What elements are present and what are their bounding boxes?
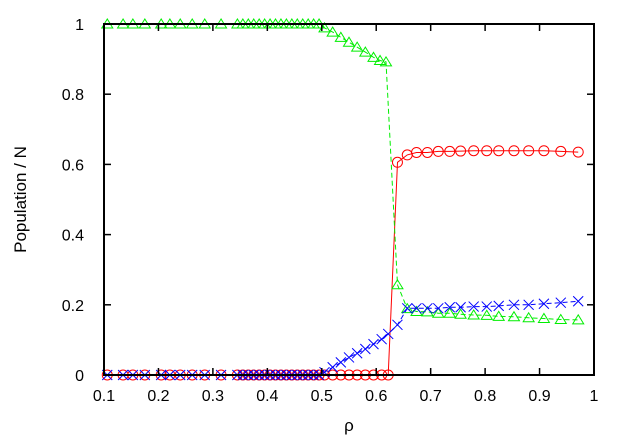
data-point: [508, 299, 520, 311]
x-tick-label: 0.2: [147, 388, 169, 405]
data-point: [537, 312, 551, 323]
x-tick-label: 0.4: [256, 388, 278, 405]
data-point: [522, 311, 536, 323]
y-tick-label: 0.8: [62, 87, 84, 104]
data-point: [538, 145, 550, 157]
data-point: [350, 41, 364, 52]
series-line: [107, 23, 579, 321]
data-point: [401, 302, 413, 314]
x-tick-label: 0.5: [311, 388, 333, 405]
data-point: [493, 300, 505, 312]
data-point: [379, 55, 393, 67]
y-tick-label: 1: [75, 17, 84, 34]
plot-frame: [103, 23, 595, 376]
x-tick-label: 0.8: [474, 388, 496, 405]
x-tick-label: 0.6: [365, 388, 387, 405]
data-point: [572, 146, 584, 158]
data-point: [571, 313, 585, 325]
y-tick-label: 0.2: [62, 298, 84, 315]
data-point: [481, 301, 493, 312]
data-point: [358, 46, 372, 57]
x-axis-label: ρ: [344, 416, 354, 435]
x-tick-label: 1: [590, 388, 599, 405]
data-point: [492, 310, 506, 321]
data-point: [468, 145, 480, 157]
series-2: [101, 295, 584, 381]
data-point: [432, 145, 444, 157]
data-point: [391, 156, 403, 168]
data-point: [493, 145, 505, 157]
data-point: [444, 145, 456, 157]
x-tick-label: 0.9: [528, 388, 550, 405]
data-point: [431, 307, 445, 318]
series-0: [101, 145, 584, 381]
data-point: [351, 347, 363, 359]
data-point: [376, 333, 388, 345]
data-point: [480, 309, 494, 320]
data-point: [523, 299, 535, 311]
data-point: [411, 146, 423, 158]
data-point: [392, 319, 403, 331]
data-point: [334, 31, 348, 42]
data-point: [481, 145, 493, 157]
data-point: [455, 301, 466, 313]
data-point: [359, 343, 371, 355]
y-tick-label: 0: [75, 368, 84, 385]
data-point: [422, 302, 433, 314]
data-point: [467, 309, 481, 320]
data-point: [432, 302, 444, 314]
y-tick-label: 0.6: [62, 157, 84, 174]
data-point: [327, 361, 339, 373]
data-point: [538, 298, 550, 310]
y-axis-label: Population / N: [11, 146, 30, 253]
data-point: [335, 357, 347, 368]
data-point: [555, 297, 567, 309]
data-point: [411, 302, 422, 314]
data-point: [326, 26, 340, 37]
data-point: [508, 145, 520, 157]
data-point: [343, 352, 355, 363]
data-point: [443, 307, 457, 318]
data-point: [400, 302, 414, 314]
data-point: [367, 51, 380, 62]
series-layer: [100, 18, 585, 381]
x-tick-label: 0.1: [93, 388, 115, 405]
data-point: [391, 278, 404, 290]
series-1: [100, 18, 585, 325]
data-point: [454, 308, 468, 319]
data-point: [421, 146, 433, 158]
x-tick-label: 0.7: [420, 388, 442, 405]
data-point: [382, 328, 394, 340]
x-tick-label: 0.3: [202, 388, 224, 405]
data-point: [554, 313, 568, 325]
data-point: [455, 145, 467, 157]
data-point: [507, 310, 521, 322]
data-point: [342, 36, 356, 47]
ticks-layer: 0.1 0.2 0.3 0.4 0.5 0.6 0.7 0.8 0.9 1 0 0.2 0.4 0.6 0.…: [62, 17, 599, 405]
data-point: [373, 54, 387, 66]
data-point: [368, 338, 379, 350]
series-line: [107, 150, 579, 376]
data-point: [444, 301, 456, 313]
data-point: [555, 145, 567, 157]
data-point: [572, 295, 584, 307]
data-point: [523, 145, 535, 157]
data-point: [468, 301, 480, 312]
y-tick-label: 0.4: [62, 228, 84, 245]
